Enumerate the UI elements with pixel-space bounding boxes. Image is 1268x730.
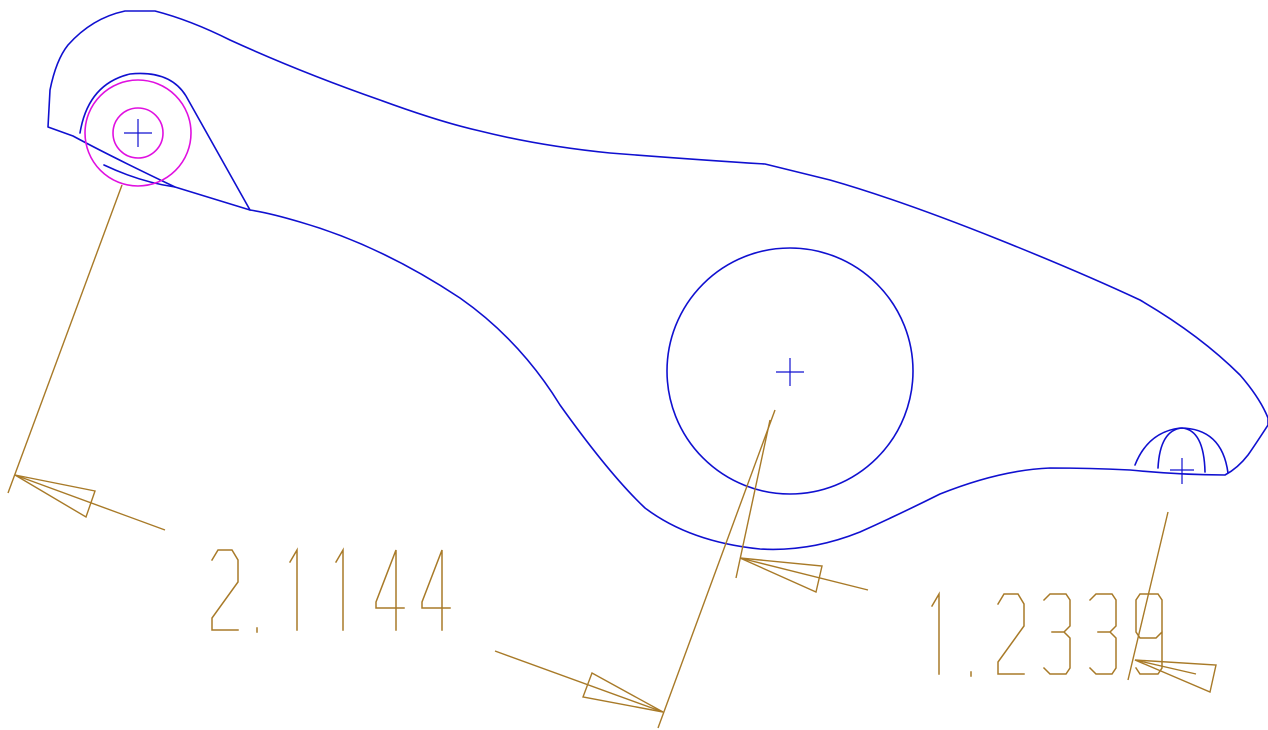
arrowhead-icon — [739, 557, 823, 593]
dimension-value — [930, 591, 1164, 677]
dimension-glyph — [1134, 593, 1164, 675]
part-outline — [47, 10, 1268, 551]
dimension-leader — [494, 650, 664, 713]
pivot-hole — [666, 247, 914, 495]
valve-tip-center-mark-icon — [1170, 458, 1194, 484]
dimension-glyph — [996, 593, 1025, 675]
extension-line — [657, 409, 776, 729]
dimension-glyph — [930, 591, 940, 675]
pin-outer-circle — [84, 79, 192, 187]
dimension-glyph — [334, 547, 344, 631]
dimension-leader — [739, 557, 869, 591]
dimension-glyph — [375, 549, 405, 631]
extension-line — [7, 184, 123, 494]
valve-tip — [1134, 427, 1229, 484]
dimension-left — [7, 184, 776, 729]
pivot-circle — [666, 247, 914, 495]
pin-boss-arc — [79, 72, 251, 211]
dimension-glyph — [421, 549, 451, 631]
dimension-glyph — [1042, 593, 1071, 675]
dimension-value — [210, 547, 451, 633]
extension-line — [735, 419, 771, 579]
dimension-glyph — [288, 547, 298, 631]
dimension-glyph — [210, 549, 239, 631]
valve-tip-inner-arc — [1157, 427, 1206, 473]
arrowhead-icon — [14, 474, 96, 519]
dimension-leader — [1134, 659, 1197, 675]
rocker-arm-outline — [47, 10, 1268, 551]
dimension-right — [735, 419, 1217, 693]
left-pin — [84, 79, 192, 187]
dimension-glyph — [1088, 593, 1117, 675]
pin-center-mark-icon — [124, 119, 152, 147]
extension-line — [1127, 511, 1169, 681]
pin-boss-lower-line — [103, 164, 176, 188]
dimension-leader — [14, 474, 166, 531]
pin-inner-circle — [112, 107, 164, 159]
pivot-center-mark-icon — [776, 358, 804, 386]
arrowhead-icon — [1134, 659, 1217, 693]
arrowhead-icon — [582, 671, 664, 713]
